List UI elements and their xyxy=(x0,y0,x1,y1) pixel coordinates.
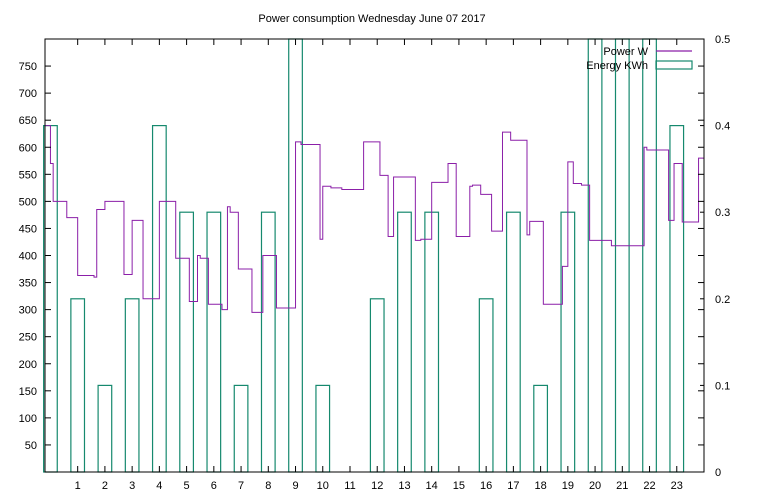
legend-label: Power W xyxy=(603,46,648,58)
x-tick-label: 2 xyxy=(102,480,108,492)
energy-bar xyxy=(614,38,630,473)
energy-bar xyxy=(397,211,412,473)
energy-bar xyxy=(424,211,440,473)
y-tick-label: 450 xyxy=(19,223,37,235)
legend-swatch-energy xyxy=(655,60,693,70)
x-tick-label: 13 xyxy=(398,480,410,492)
power-line xyxy=(45,125,704,313)
y-tick-label: 50 xyxy=(25,440,37,452)
y2-tick-label: 0.2 xyxy=(715,294,730,306)
y-tick-label: 500 xyxy=(19,196,37,208)
y-tick-label: 250 xyxy=(19,332,37,344)
legend: Power W Energy KWh xyxy=(586,46,693,72)
y-tick-label: 350 xyxy=(19,278,37,290)
x-tick-label: 23 xyxy=(671,480,683,492)
x-tick-label: 1 xyxy=(75,480,81,492)
x-tick-label: 3 xyxy=(129,480,135,492)
x-tick-label: 8 xyxy=(265,480,271,492)
x-tick-label: 12 xyxy=(371,480,383,492)
x-tick-label: 11 xyxy=(344,480,355,492)
energy-bar xyxy=(124,298,140,473)
energy-bar xyxy=(233,384,249,473)
x-tick-label: 9 xyxy=(292,480,298,492)
x-tick-label: 20 xyxy=(589,480,601,492)
energy-bar xyxy=(206,211,222,473)
energy-bars xyxy=(43,38,685,473)
energy-bar xyxy=(587,38,603,473)
energy-bar xyxy=(533,384,549,473)
y2-tick-label: 0.4 xyxy=(715,121,730,133)
x-tick-label: 19 xyxy=(562,480,574,492)
energy-bar xyxy=(478,298,494,473)
energy-bar xyxy=(179,211,195,473)
y2-tick-label: 0 xyxy=(715,467,721,479)
y-tick-label: 700 xyxy=(19,88,37,100)
energy-bar xyxy=(369,298,385,473)
y-tick-label: 550 xyxy=(19,169,37,181)
energy-bar xyxy=(43,124,58,473)
x-tick-label: 4 xyxy=(156,480,162,492)
energy-bar xyxy=(315,384,331,473)
chart-title: Power consumption Wednesday June 07 2017 xyxy=(258,13,485,25)
x-tick-label: 5 xyxy=(184,480,190,492)
y-tick-label: 650 xyxy=(19,115,37,127)
y2-tick-label: 0.3 xyxy=(715,207,730,219)
x-tick-label: 17 xyxy=(507,480,519,492)
x-tick-label: 16 xyxy=(480,480,492,492)
energy-bar xyxy=(260,211,276,473)
y-tick-label: 400 xyxy=(19,251,37,263)
energy-bar xyxy=(669,124,685,473)
x-tick-label: 7 xyxy=(238,480,244,492)
y-tick-label: 100 xyxy=(19,413,37,425)
y2-tick-label: 0.1 xyxy=(715,380,730,392)
legend-label: Energy KWh xyxy=(586,60,648,72)
power-series-line xyxy=(45,125,704,313)
x-tick-label: 14 xyxy=(426,480,438,492)
energy-bar xyxy=(505,211,521,473)
plot-frame xyxy=(44,38,705,473)
y2-tick-label: 0.5 xyxy=(715,34,730,46)
energy-bar xyxy=(642,38,657,473)
x-tick-label: 10 xyxy=(317,480,329,492)
x-tick-label: 22 xyxy=(643,480,655,492)
x-tick-label: 6 xyxy=(211,480,217,492)
y-tick-label: 200 xyxy=(19,359,37,371)
energy-bar xyxy=(97,384,113,473)
y-tick-label: 300 xyxy=(19,305,37,317)
x-tick-label: 21 xyxy=(616,480,628,492)
axes: 5010015020025030035040045050055060065070… xyxy=(19,34,731,492)
x-tick-label: 15 xyxy=(453,480,465,492)
y-tick-label: 750 xyxy=(19,61,37,73)
x-tick-label: 18 xyxy=(534,480,546,492)
y-tick-label: 600 xyxy=(19,142,37,154)
y-tick-label: 150 xyxy=(19,386,37,398)
energy-bar xyxy=(70,298,86,473)
